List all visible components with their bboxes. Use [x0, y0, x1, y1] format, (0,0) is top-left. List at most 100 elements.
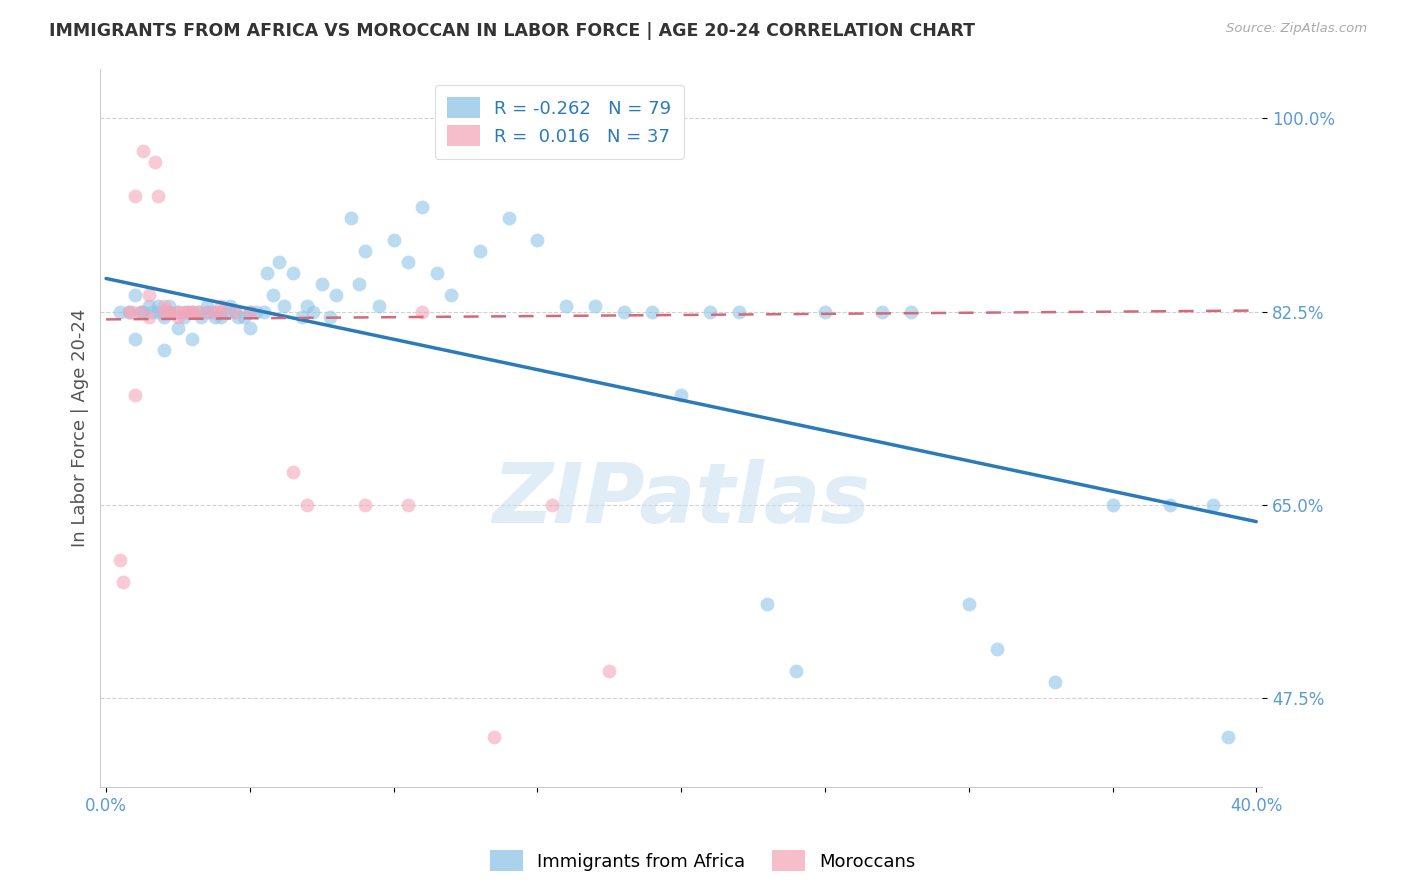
Point: [190, 310, 212, 325]
Point: [157, 299, 180, 313]
Point: [181, 304, 204, 318]
Point: [124, 288, 146, 302]
Point: [209, 299, 232, 313]
Point: [138, 288, 160, 302]
Point: [239, 304, 262, 318]
Point: [1159, 498, 1181, 512]
Point: [152, 343, 174, 358]
Point: [152, 310, 174, 325]
Point: [339, 211, 361, 225]
Point: [209, 304, 232, 318]
Point: [143, 155, 166, 169]
Point: [669, 387, 692, 401]
Point: [297, 498, 319, 512]
Point: [1216, 730, 1239, 744]
Point: [132, 145, 155, 159]
Point: [157, 304, 180, 318]
Point: [245, 304, 267, 318]
Point: [440, 288, 463, 302]
Point: [262, 288, 284, 302]
Point: [411, 304, 433, 318]
Point: [872, 304, 894, 318]
Point: [239, 304, 262, 318]
Point: [1101, 498, 1123, 512]
Point: [215, 304, 238, 318]
Point: [583, 299, 606, 313]
Point: [224, 304, 246, 318]
Point: [396, 255, 419, 269]
Point: [253, 304, 276, 318]
Point: [201, 304, 224, 318]
Point: [181, 304, 204, 318]
Point: [325, 288, 347, 302]
Point: [814, 304, 837, 318]
Point: [598, 664, 620, 678]
Point: [382, 233, 405, 247]
Point: [112, 575, 135, 590]
Point: [167, 321, 190, 335]
Point: [157, 304, 180, 318]
Point: [218, 299, 240, 313]
Text: ZIPatlas: ZIPatlas: [492, 459, 870, 540]
Point: [138, 310, 160, 325]
Point: [152, 299, 174, 313]
Point: [900, 304, 922, 318]
Point: [291, 310, 314, 325]
Point: [986, 641, 1008, 656]
Point: [347, 277, 370, 291]
Point: [354, 244, 377, 258]
Point: [396, 498, 419, 512]
Point: [167, 304, 190, 318]
Point: [233, 310, 256, 325]
Point: [173, 310, 195, 325]
Point: [209, 310, 232, 325]
Point: [209, 304, 232, 318]
Point: [641, 304, 664, 318]
Point: [124, 387, 146, 401]
Point: [146, 299, 169, 313]
Y-axis label: In Labor Force | Age 20-24: In Labor Force | Age 20-24: [72, 309, 89, 547]
Point: [187, 304, 209, 318]
Point: [273, 299, 295, 313]
Point: [181, 304, 204, 318]
Point: [110, 304, 132, 318]
Point: [498, 211, 520, 225]
Point: [426, 266, 449, 280]
Point: [204, 304, 226, 318]
Point: [302, 304, 325, 318]
Text: Source: ZipAtlas.com: Source: ZipAtlas.com: [1226, 22, 1367, 36]
Point: [195, 304, 218, 318]
Point: [957, 598, 980, 612]
Point: [1202, 498, 1225, 512]
Point: [727, 304, 749, 318]
Point: [146, 304, 169, 318]
Point: [204, 310, 226, 325]
Point: [167, 310, 190, 325]
Point: [468, 244, 491, 258]
Point: [756, 598, 779, 612]
Point: [281, 465, 304, 479]
Point: [152, 304, 174, 318]
Point: [411, 200, 433, 214]
Point: [138, 299, 160, 313]
Point: [173, 304, 195, 318]
Point: [187, 304, 209, 318]
Point: [555, 299, 578, 313]
Point: [228, 310, 250, 325]
Legend: R = -0.262   N = 79, R =  0.016   N = 37: R = -0.262 N = 79, R = 0.016 N = 37: [434, 85, 683, 159]
Point: [118, 304, 141, 318]
Legend: Immigrants from Africa, Moroccans: Immigrants from Africa, Moroccans: [484, 843, 922, 879]
Point: [129, 304, 152, 318]
Point: [613, 304, 636, 318]
Point: [124, 332, 146, 346]
Point: [267, 255, 290, 269]
Point: [224, 304, 246, 318]
Point: [146, 188, 169, 202]
Point: [176, 304, 198, 318]
Point: [256, 266, 278, 280]
Point: [526, 233, 548, 247]
Point: [785, 664, 807, 678]
Point: [132, 304, 155, 318]
Point: [699, 304, 721, 318]
Point: [110, 553, 132, 567]
